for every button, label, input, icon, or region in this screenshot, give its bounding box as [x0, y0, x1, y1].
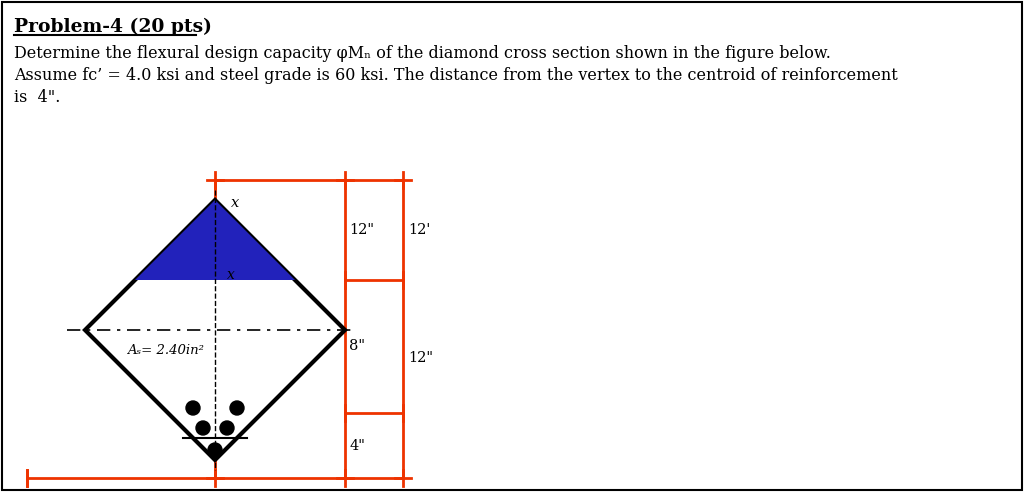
Text: x: x [231, 196, 240, 210]
Text: Assume fc’ = 4.0 ksi and steel grade is 60 ksi. The distance from the vertex to : Assume fc’ = 4.0 ksi and steel grade is … [14, 67, 898, 84]
Text: x: x [227, 268, 234, 282]
Text: 12": 12" [408, 351, 433, 366]
Text: 12': 12' [408, 223, 430, 237]
Text: Aₛ= 2.40in²: Aₛ= 2.40in² [127, 343, 204, 357]
Polygon shape [85, 200, 345, 460]
Polygon shape [135, 200, 295, 280]
Text: 8": 8" [349, 339, 365, 353]
Circle shape [186, 401, 200, 415]
Circle shape [208, 443, 222, 457]
Circle shape [230, 401, 244, 415]
Text: is  4".: is 4". [14, 89, 60, 106]
Text: 4": 4" [349, 438, 365, 453]
Text: Determine the flexural design capacity φMₙ of the diamond cross section shown in: Determine the flexural design capacity φ… [14, 45, 830, 62]
Polygon shape [135, 200, 295, 280]
Circle shape [220, 421, 234, 435]
Circle shape [196, 421, 210, 435]
Text: Problem-4 (20 pts): Problem-4 (20 pts) [14, 18, 212, 36]
Text: 12": 12" [349, 223, 374, 237]
